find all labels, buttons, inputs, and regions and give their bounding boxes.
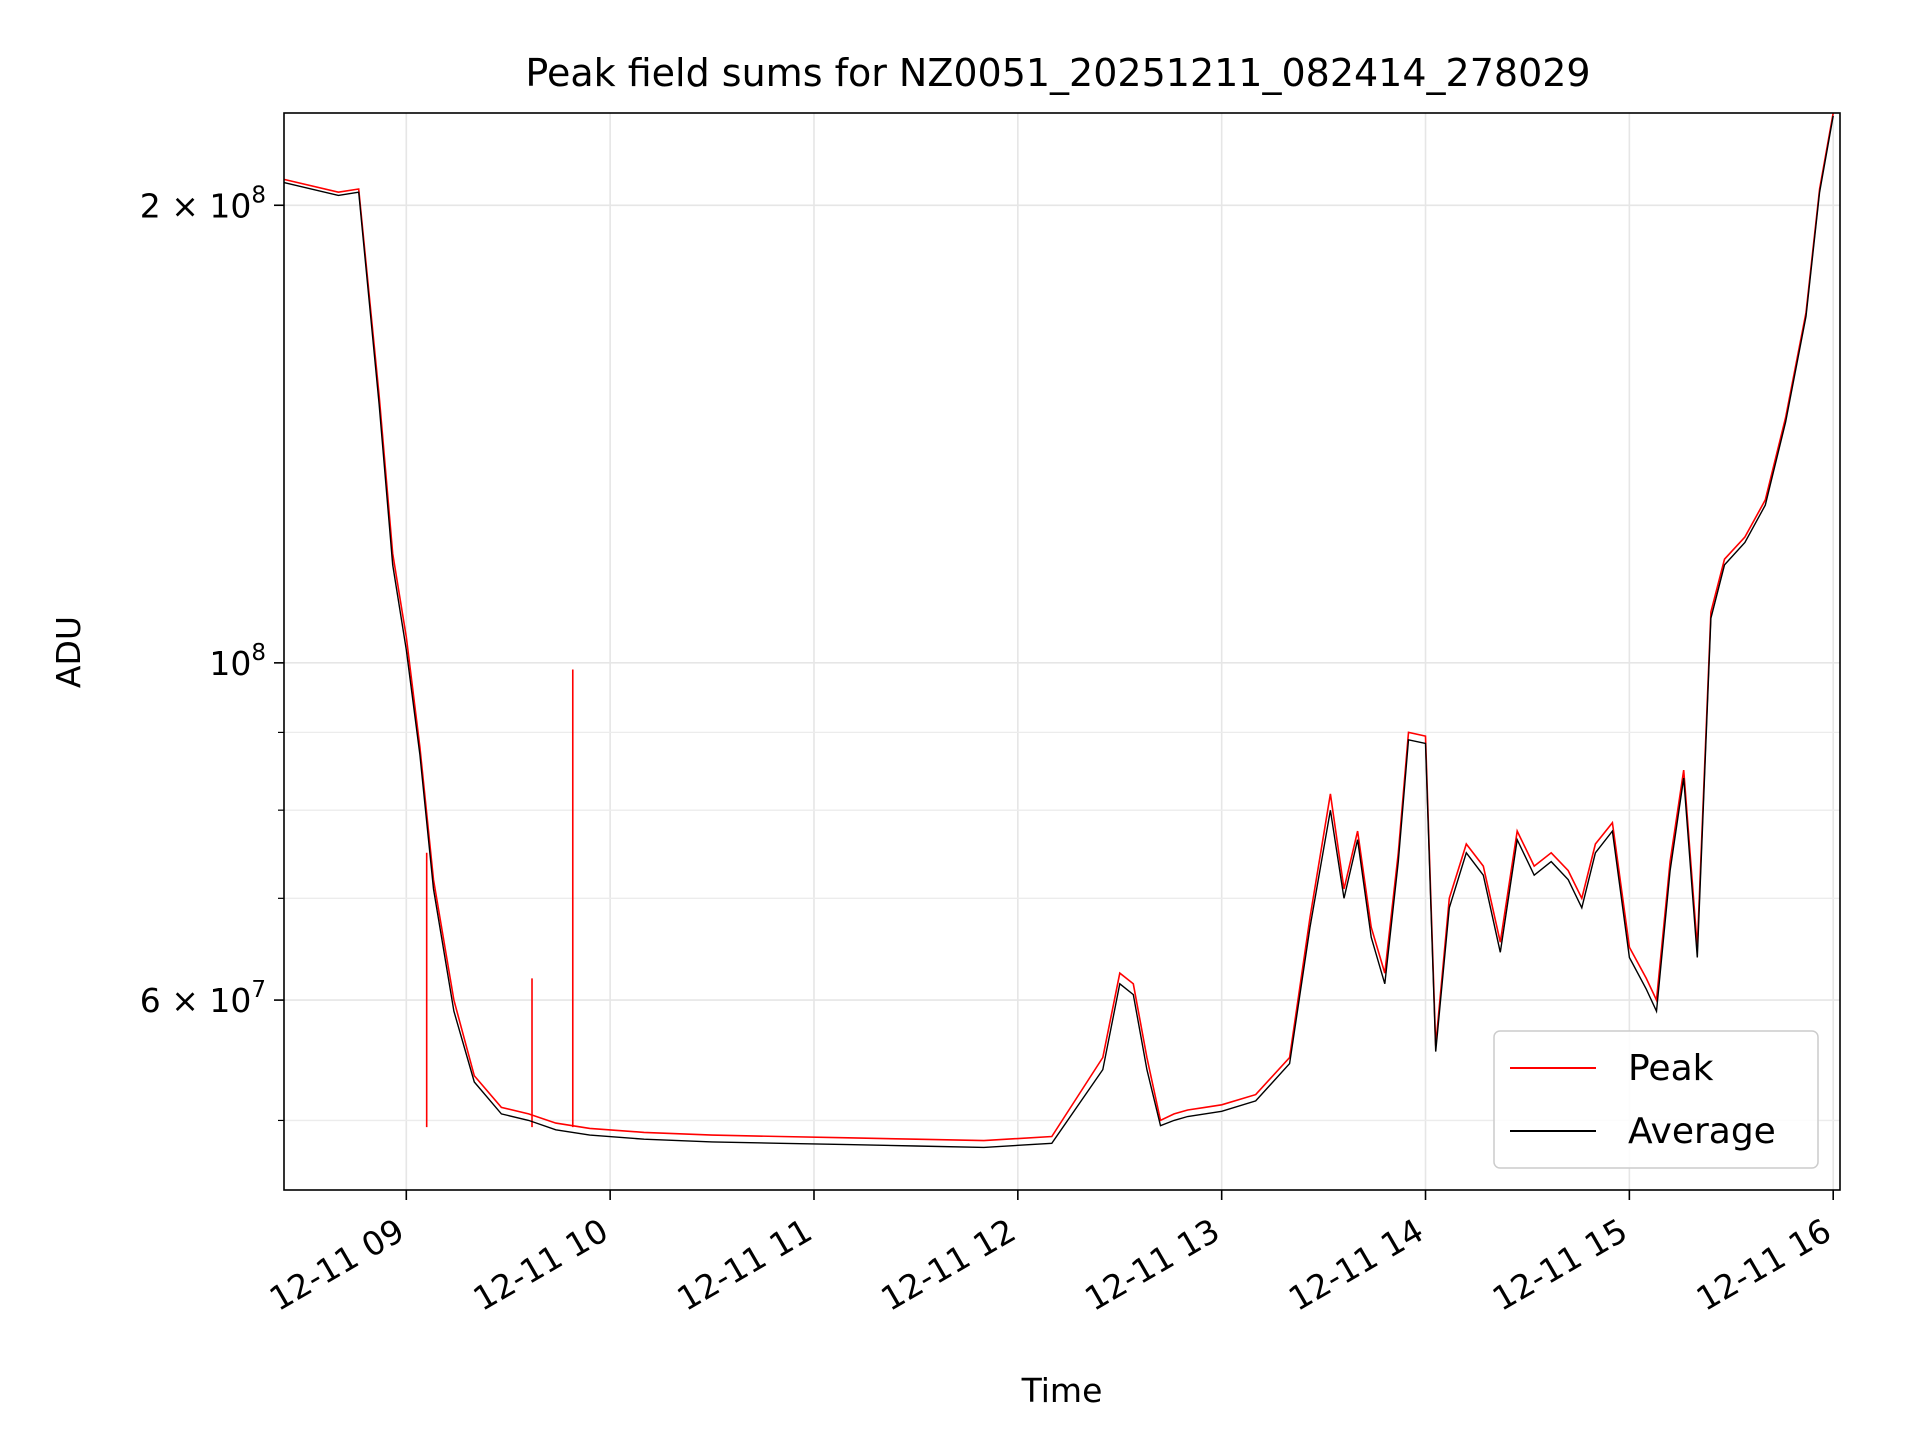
y-tick-label-exponent: 8 (251, 182, 266, 208)
plot-frame (283, 112, 1841, 1191)
y-axis-label: ADU (49, 616, 88, 688)
grid (284, 113, 1840, 1190)
legend: Peak Average (1493, 1030, 1819, 1169)
y-tick-label: 6 × 107 (140, 977, 266, 1020)
legend-box (1493, 1030, 1819, 1169)
y-tick-label: 2 × 108 (140, 182, 266, 225)
plot-series (283, 112, 1834, 1149)
y-tick-label-exponent: 7 (251, 977, 266, 1003)
series-line-average (283, 115, 1834, 1149)
x-axis-label: Time (1021, 1371, 1103, 1410)
y-tick-label-exponent: 8 (251, 640, 266, 666)
y-minor-ticks (278, 731, 284, 1122)
y-tick-label-base: 2 × 10 (140, 186, 252, 225)
peak-spikes (425, 669, 574, 1128)
y-tick-label-base: 6 × 10 (140, 981, 252, 1020)
y-tick-label-base: 10 (209, 644, 251, 683)
series-line-peak (283, 112, 1834, 1142)
legend-label-average: Average (1628, 1111, 1776, 1152)
legend-label-peak: Peak (1628, 1048, 1714, 1089)
chart-title: Peak field sums for NZ0051_20251211_0824… (525, 51, 1590, 95)
y-tick-label: 108 (209, 640, 266, 683)
